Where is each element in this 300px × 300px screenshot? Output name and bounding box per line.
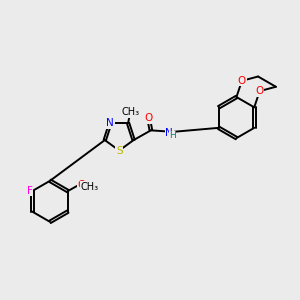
Text: F: F [27, 186, 32, 196]
Text: CH₃: CH₃ [80, 182, 98, 192]
Text: N: N [165, 128, 173, 138]
Text: O: O [238, 76, 246, 86]
Text: O: O [256, 86, 264, 96]
Text: N: N [106, 118, 114, 128]
Text: O: O [77, 180, 86, 190]
Text: CH₃: CH₃ [121, 107, 139, 117]
Text: S: S [116, 146, 122, 155]
Text: O: O [145, 113, 153, 124]
Text: H: H [169, 131, 176, 140]
